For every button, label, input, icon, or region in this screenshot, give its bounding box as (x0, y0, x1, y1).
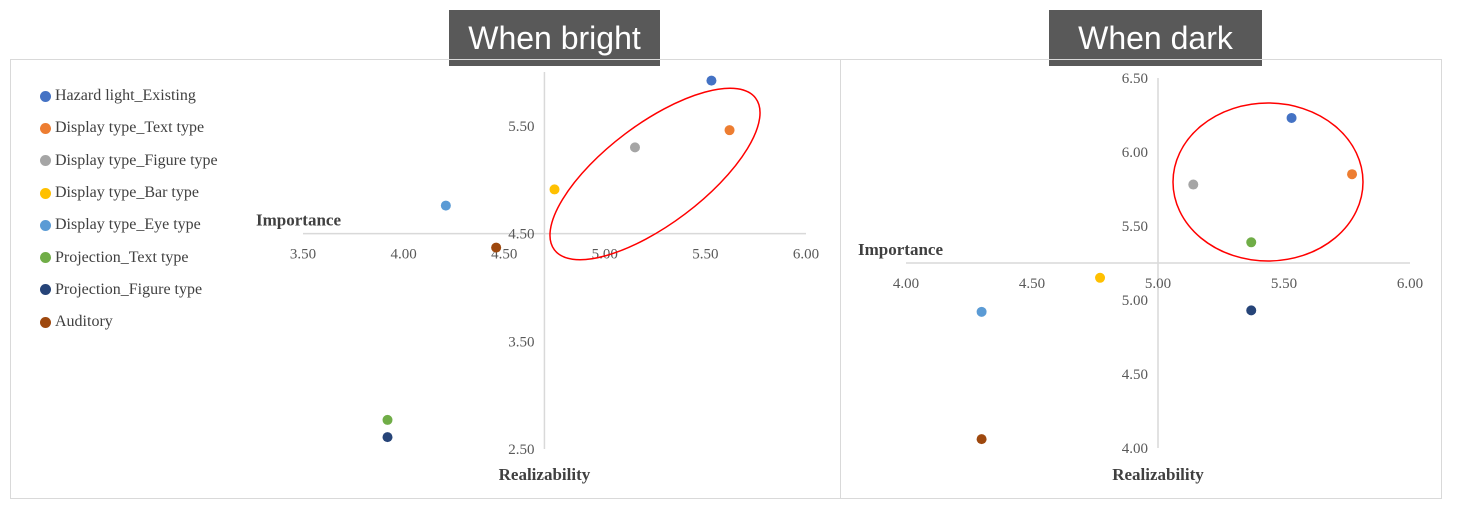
dark-x-axis-title: Realizability (1112, 465, 1204, 484)
legend-marker-icon (40, 316, 51, 328)
bright-data-point (382, 414, 393, 425)
bright-x-axis-title: Realizability (499, 465, 591, 484)
legend-label: Display type_Text type (55, 119, 205, 137)
legend-marker-icon (40, 155, 51, 167)
bright-data-point (629, 142, 640, 153)
legend-item: Auditory (40, 306, 218, 338)
bright-chart: 3.50 4.00 4.50 5.00 5.50 6.002.503.504.505.50… (256, 72, 819, 484)
bright-y-tick-label: 5.50 (508, 119, 534, 135)
bright-x-tick-label: 4.00 (390, 247, 416, 263)
dark-x-tick-label: 4.00 (893, 276, 919, 292)
legend-marker-icon (40, 187, 51, 199)
bright-data-point (706, 75, 717, 86)
bright-x-tick-label: 5.00 (592, 247, 618, 263)
legend-label: Auditory (55, 313, 113, 331)
dark-data-point (1347, 169, 1358, 180)
dark-data-point (976, 306, 987, 317)
legend-marker-icon (40, 219, 51, 231)
legend-label: Hazard light_Existing (55, 87, 196, 105)
dark-y-tick-label: 5.00 (1122, 293, 1148, 309)
legend-marker-icon (40, 90, 51, 102)
legend-label: Display type_Bar type (55, 184, 199, 202)
dark-y-tick-label: 6.00 (1122, 145, 1148, 161)
dark-x-tick-label: 5.50 (1271, 276, 1297, 292)
bright-highlight-ellipse (549, 87, 761, 261)
bright-y-tick-label: 4.50 (508, 227, 534, 243)
legend-label: Projection_Figure type (55, 280, 203, 298)
dark-y-tick-label: 4.50 (1122, 367, 1148, 383)
dark-chart: 4.00 4.50 5.00 5.50 6.00 4.00 4.50 5.00 5.50 6.00… (858, 71, 1423, 484)
bright-y-tick-label: 2.50 (508, 442, 534, 458)
bright-data-point (549, 184, 560, 195)
dark-data-point (1188, 179, 1199, 190)
legend-label: Display type_Figure type (55, 151, 218, 169)
dark-y-tick-label: 4.00 (1122, 441, 1148, 457)
legend-item: Display type_Figure type (40, 145, 218, 177)
bright-y-tick-label: 3.50 (508, 334, 534, 350)
dark-data-point (1095, 272, 1106, 283)
legend-item: Display type_Text type (40, 112, 218, 144)
legend-label: Projection_Text type (55, 248, 189, 266)
bright-x-tick-label: 3.50 (290, 247, 316, 263)
bright-data-point (491, 242, 502, 253)
dark-data-point (1246, 237, 1257, 248)
legend-marker-icon (40, 122, 51, 134)
legend-label: Display type_Eye type (55, 216, 201, 234)
dark-data-point (1286, 112, 1297, 123)
bright-panel-title: When bright (449, 10, 660, 66)
dark-data-point (976, 434, 987, 445)
bright-y-axis-title: Importance (256, 211, 341, 230)
legend-item: Display type_Bar type (40, 177, 218, 209)
dark-x-tick-label: 4.50 (1019, 276, 1045, 292)
legend-item: Projection_Text type (40, 241, 218, 273)
dark-highlight-ellipse (1172, 102, 1364, 262)
dark-x-tick-label: 6.00 (1397, 276, 1423, 292)
dark-data-point (1246, 305, 1257, 316)
dark-y-tick-label: 6.50 (1122, 71, 1148, 87)
bright-x-tick-label: 5.50 (692, 247, 718, 263)
dark-chart-frame (840, 59, 1442, 499)
bright-x-tick-label: 6.00 (793, 247, 819, 263)
legend-item: Hazard light_Existing (40, 80, 218, 112)
legend-item: Projection_Figure type (40, 274, 218, 306)
dark-x-tick-label: 5.00 (1145, 276, 1171, 292)
dark-y-tick-label: 5.50 (1122, 219, 1148, 235)
bright-data-point (440, 200, 451, 211)
legend-item: Display type_Eye type (40, 209, 218, 241)
bright-data-point (382, 432, 393, 443)
dark-panel-title: When dark (1049, 10, 1262, 66)
bright-data-point (724, 125, 735, 136)
legend-marker-icon (40, 284, 51, 296)
dark-y-axis-title: Importance (858, 240, 943, 259)
legend: Hazard light_Existing Display type_Text … (40, 80, 218, 338)
legend-marker-icon (40, 252, 51, 264)
